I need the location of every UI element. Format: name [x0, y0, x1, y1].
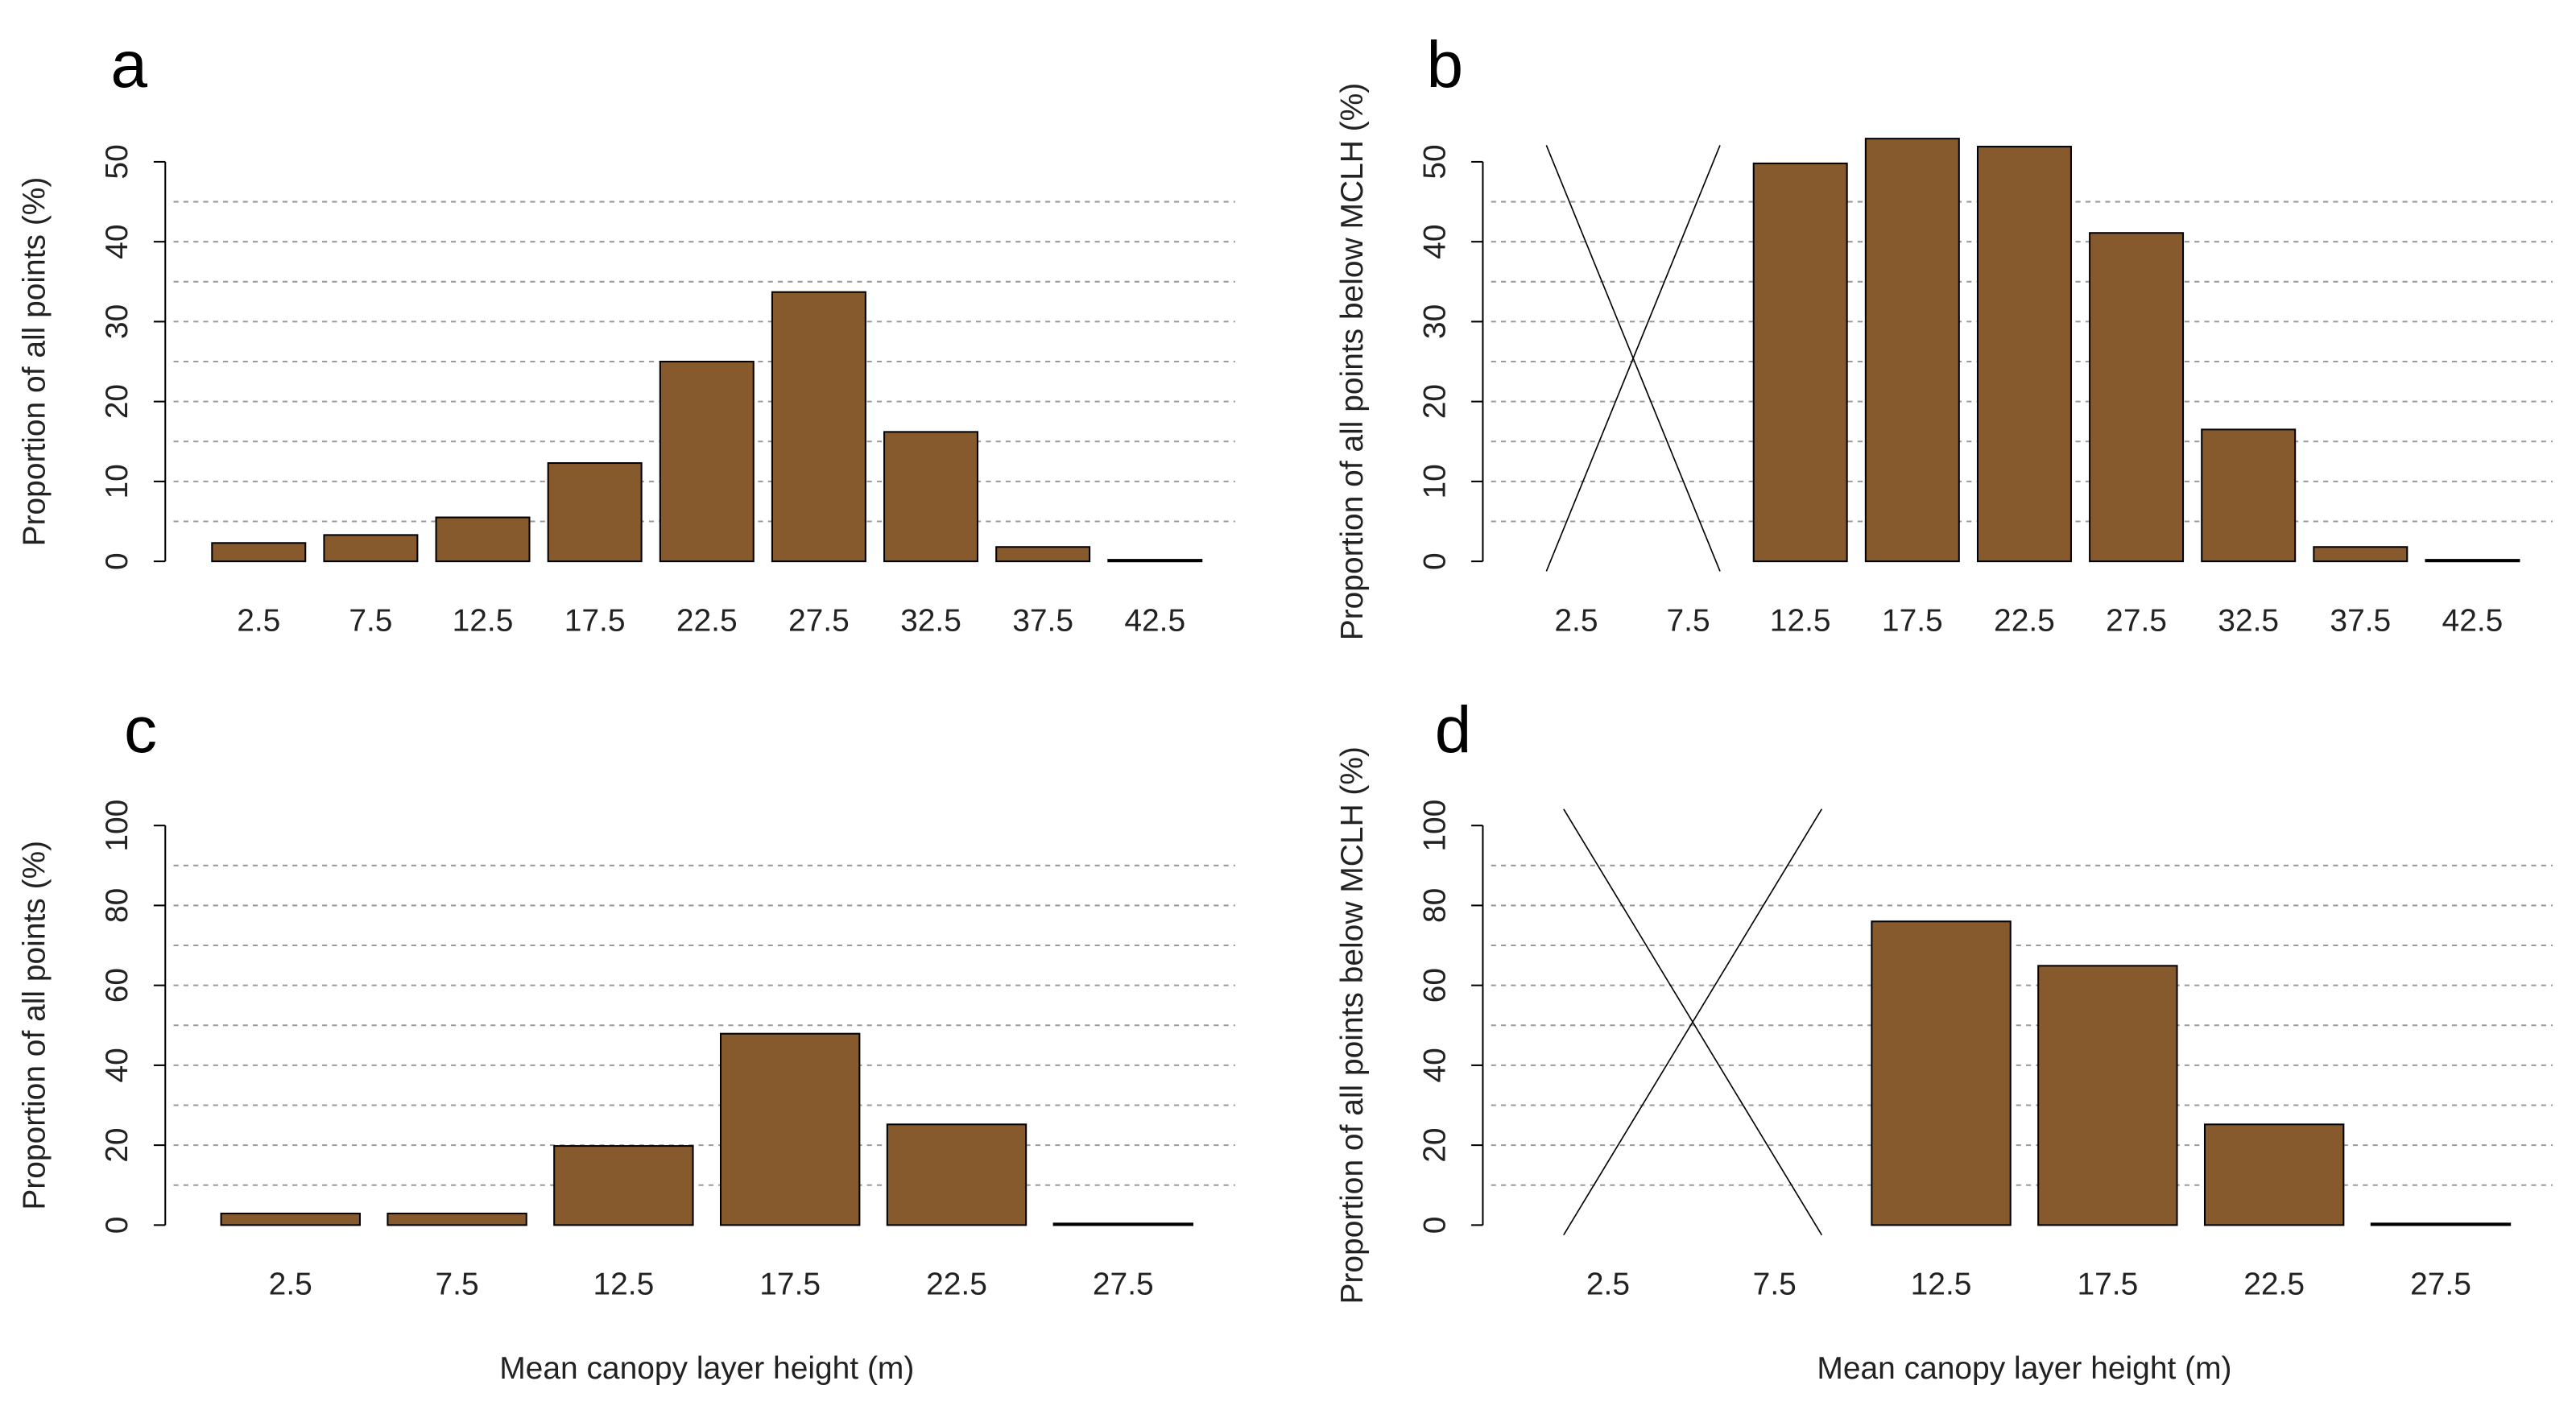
bar — [886, 1123, 1028, 1226]
x-tick-label: 12.5 — [593, 1267, 654, 1302]
x-tick-label: 22.5 — [926, 1267, 987, 1302]
y-tick-label: 0 — [100, 552, 134, 570]
y-tick-label: 0 — [1417, 1217, 1452, 1234]
x-tick-label: 32.5 — [2218, 603, 2279, 638]
x-tick-label: 32.5 — [900, 603, 961, 638]
y-tick-label: 10 — [1417, 464, 1452, 498]
cross-line — [1563, 808, 1823, 1236]
x-tick-label: 17.5 — [1882, 603, 1943, 638]
y-tick-label: 60 — [100, 968, 134, 1003]
x-tick-label: 17.5 — [564, 603, 626, 638]
y-tick-label: 20 — [1417, 1127, 1452, 1162]
x-tick-label: 17.5 — [759, 1267, 821, 1302]
x-tick-label: 7.5 — [1667, 603, 1710, 638]
y-tick-label: 40 — [1417, 225, 1452, 259]
bar — [659, 361, 755, 563]
x-tick-label: 27.5 — [2410, 1267, 2471, 1302]
bar — [547, 462, 643, 563]
y-tick-label: 20 — [100, 384, 134, 419]
bar — [1976, 146, 2072, 563]
y-tick-label: 20 — [1417, 384, 1452, 419]
y-axis-title: Proportion of all points (%) — [18, 177, 52, 547]
bar — [2201, 428, 2297, 563]
y-tick-label: 100 — [1417, 800, 1452, 852]
bar — [1864, 138, 1960, 563]
bar — [1052, 1222, 1193, 1226]
x-tick-label: 12.5 — [1770, 603, 1831, 638]
x-tick-label: 27.5 — [788, 603, 850, 638]
y-tick-label: 0 — [100, 1217, 134, 1234]
x-tick-label: 37.5 — [1012, 603, 1073, 638]
y-tick-label: 30 — [1417, 304, 1452, 339]
x-tick-label: 2.5 — [1586, 1267, 1630, 1302]
y-tick-label: 40 — [100, 225, 134, 259]
bar — [2089, 232, 2185, 563]
panel-label: b — [1426, 28, 1463, 101]
y-tick-label: 60 — [1417, 968, 1452, 1003]
x-tick-label: 2.5 — [269, 1267, 312, 1302]
y-tick-label: 10 — [100, 464, 134, 498]
panel-label: c — [124, 693, 157, 767]
x-tick-label: 37.5 — [2330, 603, 2391, 638]
bar — [220, 1212, 361, 1226]
y-tick-label: 40 — [100, 1048, 134, 1082]
bar — [2370, 1222, 2512, 1226]
x-tick-label: 42.5 — [1124, 603, 1185, 638]
y-tick-label: 80 — [1417, 888, 1452, 923]
y-tick-label: 80 — [100, 888, 134, 923]
x-tick-label: 22.5 — [676, 603, 738, 638]
bar — [1107, 559, 1203, 563]
x-tick-label: 17.5 — [2077, 1267, 2138, 1302]
y-tick-label: 100 — [100, 800, 134, 852]
bar — [771, 291, 866, 563]
bar — [2313, 546, 2409, 563]
bar — [435, 516, 531, 563]
bar — [883, 431, 979, 563]
x-tick-label: 22.5 — [1994, 603, 2055, 638]
x-tick-label: 12.5 — [1911, 1267, 1972, 1302]
x-tick-label: 7.5 — [349, 603, 392, 638]
x-tick-label: 42.5 — [2442, 603, 2504, 638]
x-tick-label: 27.5 — [2106, 603, 2167, 638]
bar — [211, 542, 307, 563]
x-tick-label: 22.5 — [2243, 1267, 2305, 1302]
x-axis-title: Mean canopy layer height (m) — [499, 1351, 914, 1386]
bar — [1871, 920, 2012, 1226]
x-axis-title: Mean canopy layer height (m) — [1817, 1351, 2231, 1386]
x-tick-label: 27.5 — [1093, 1267, 1154, 1302]
y-tick-label: 40 — [1417, 1048, 1452, 1082]
bar — [1752, 162, 1848, 563]
y-tick-label: 50 — [1417, 144, 1452, 179]
bar — [323, 534, 419, 563]
cross-line — [1545, 145, 1721, 572]
bar — [2203, 1123, 2345, 1226]
y-axis-title: Proportion of all points below MCLH (%) — [1335, 83, 1370, 641]
bar — [995, 546, 1091, 563]
y-tick-label: 0 — [1417, 552, 1452, 570]
x-tick-label: 12.5 — [453, 603, 514, 638]
bar — [387, 1212, 527, 1226]
x-tick-label: 7.5 — [435, 1267, 478, 1302]
y-axis-title: Proportion of all points below MCLH (%) — [1335, 746, 1370, 1305]
y-tick-label: 50 — [100, 144, 134, 179]
x-tick-label: 2.5 — [237, 603, 280, 638]
panel-label: a — [110, 28, 147, 101]
panel-label: d — [1435, 693, 1472, 767]
bar — [2037, 965, 2178, 1226]
bar — [719, 1032, 861, 1226]
y-tick-label: 20 — [100, 1127, 134, 1162]
y-tick-label: 30 — [100, 304, 134, 339]
y-axis-title: Proportion of all points (%) — [18, 841, 52, 1210]
bar — [2425, 559, 2520, 563]
x-tick-label: 7.5 — [1753, 1267, 1797, 1302]
x-tick-label: 2.5 — [1554, 603, 1598, 638]
bar — [553, 1145, 694, 1226]
